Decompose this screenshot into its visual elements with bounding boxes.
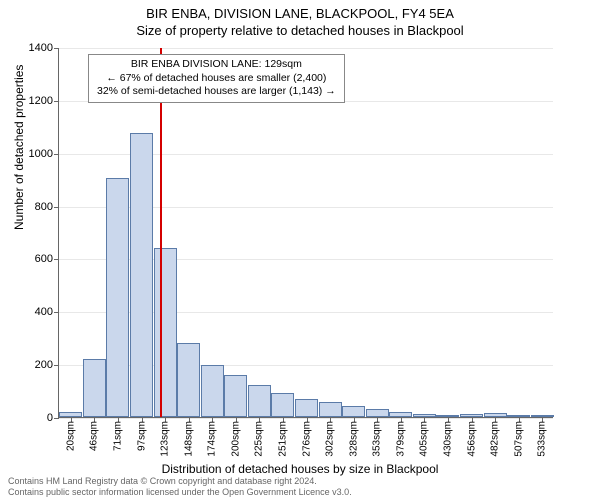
ytick-mark	[54, 101, 59, 102]
ytick-label: 0	[47, 412, 53, 424]
xtick-label: 71sqm	[112, 421, 123, 451]
ytick-label: 600	[35, 253, 53, 265]
xtick-label: 148sqm	[183, 421, 194, 457]
footer-attribution: Contains HM Land Registry data © Crown c…	[8, 476, 352, 498]
callout-line3: 32% of semi-detached houses are larger (…	[97, 85, 336, 99]
xtick-label: 302sqm	[325, 421, 336, 457]
histogram-bar	[83, 359, 106, 417]
xtick-label: 251sqm	[277, 421, 288, 457]
histogram-bar	[224, 375, 247, 417]
histogram-bar	[201, 365, 224, 417]
ytick-label: 1200	[29, 95, 53, 107]
xtick-label: 200sqm	[230, 421, 241, 457]
gridline	[59, 48, 553, 49]
callout-box: BIR ENBA DIVISION LANE: 129sqm ← 67% of …	[88, 54, 345, 103]
callout-line2: ← 67% of detached houses are smaller (2,…	[97, 72, 336, 86]
xtick-label: 507sqm	[513, 421, 524, 457]
xtick-label: 353sqm	[372, 421, 383, 457]
marker-line	[160, 48, 162, 417]
histogram-bar	[130, 133, 153, 417]
histogram-bar	[295, 399, 318, 418]
chart-plot-area: 020040060080010001200140020sqm46sqm71sqm…	[58, 48, 553, 418]
ytick-label: 1000	[29, 148, 53, 160]
ytick-mark	[54, 259, 59, 260]
histogram-bar	[319, 402, 342, 417]
xtick-label: 225sqm	[254, 421, 265, 457]
ytick-mark	[54, 48, 59, 49]
histogram-bar	[154, 248, 177, 417]
page-subtitle: Size of property relative to detached ho…	[0, 23, 600, 38]
xtick-label: 174sqm	[207, 421, 218, 457]
y-axis-label: Number of detached properties	[12, 65, 26, 230]
ytick-mark	[54, 312, 59, 313]
xtick-label: 46sqm	[89, 421, 100, 451]
footer-line2: Contains public sector information licen…	[8, 487, 352, 498]
xtick-label: 456sqm	[466, 421, 477, 457]
footer-line1: Contains HM Land Registry data © Crown c…	[8, 476, 352, 487]
callout-line1: BIR ENBA DIVISION LANE: 129sqm	[97, 58, 336, 72]
histogram-bar	[271, 393, 294, 417]
ytick-mark	[54, 365, 59, 366]
ytick-label: 800	[35, 201, 53, 213]
ytick-label: 400	[35, 306, 53, 318]
ytick-mark	[54, 207, 59, 208]
xtick-label: 276sqm	[301, 421, 312, 457]
xtick-label: 97sqm	[136, 421, 147, 451]
ytick-label: 1400	[29, 42, 53, 54]
page-title: BIR ENBA, DIVISION LANE, BLACKPOOL, FY4 …	[0, 6, 600, 21]
xtick-label: 20sqm	[65, 421, 76, 451]
histogram-bar	[366, 409, 389, 417]
xtick-label: 379sqm	[395, 421, 406, 457]
histogram-bar	[248, 385, 271, 417]
ytick-mark	[54, 418, 59, 419]
histogram-bar	[342, 406, 365, 417]
xtick-label: 482sqm	[490, 421, 501, 457]
histogram-bar	[106, 178, 129, 417]
ytick-label: 200	[35, 359, 53, 371]
xtick-label: 123sqm	[160, 421, 171, 457]
xtick-label: 430sqm	[442, 421, 453, 457]
x-axis-label: Distribution of detached houses by size …	[0, 462, 600, 476]
xtick-label: 405sqm	[419, 421, 430, 457]
ytick-mark	[54, 154, 59, 155]
histogram-bar	[177, 343, 200, 417]
xtick-label: 328sqm	[348, 421, 359, 457]
xtick-label: 533sqm	[537, 421, 548, 457]
